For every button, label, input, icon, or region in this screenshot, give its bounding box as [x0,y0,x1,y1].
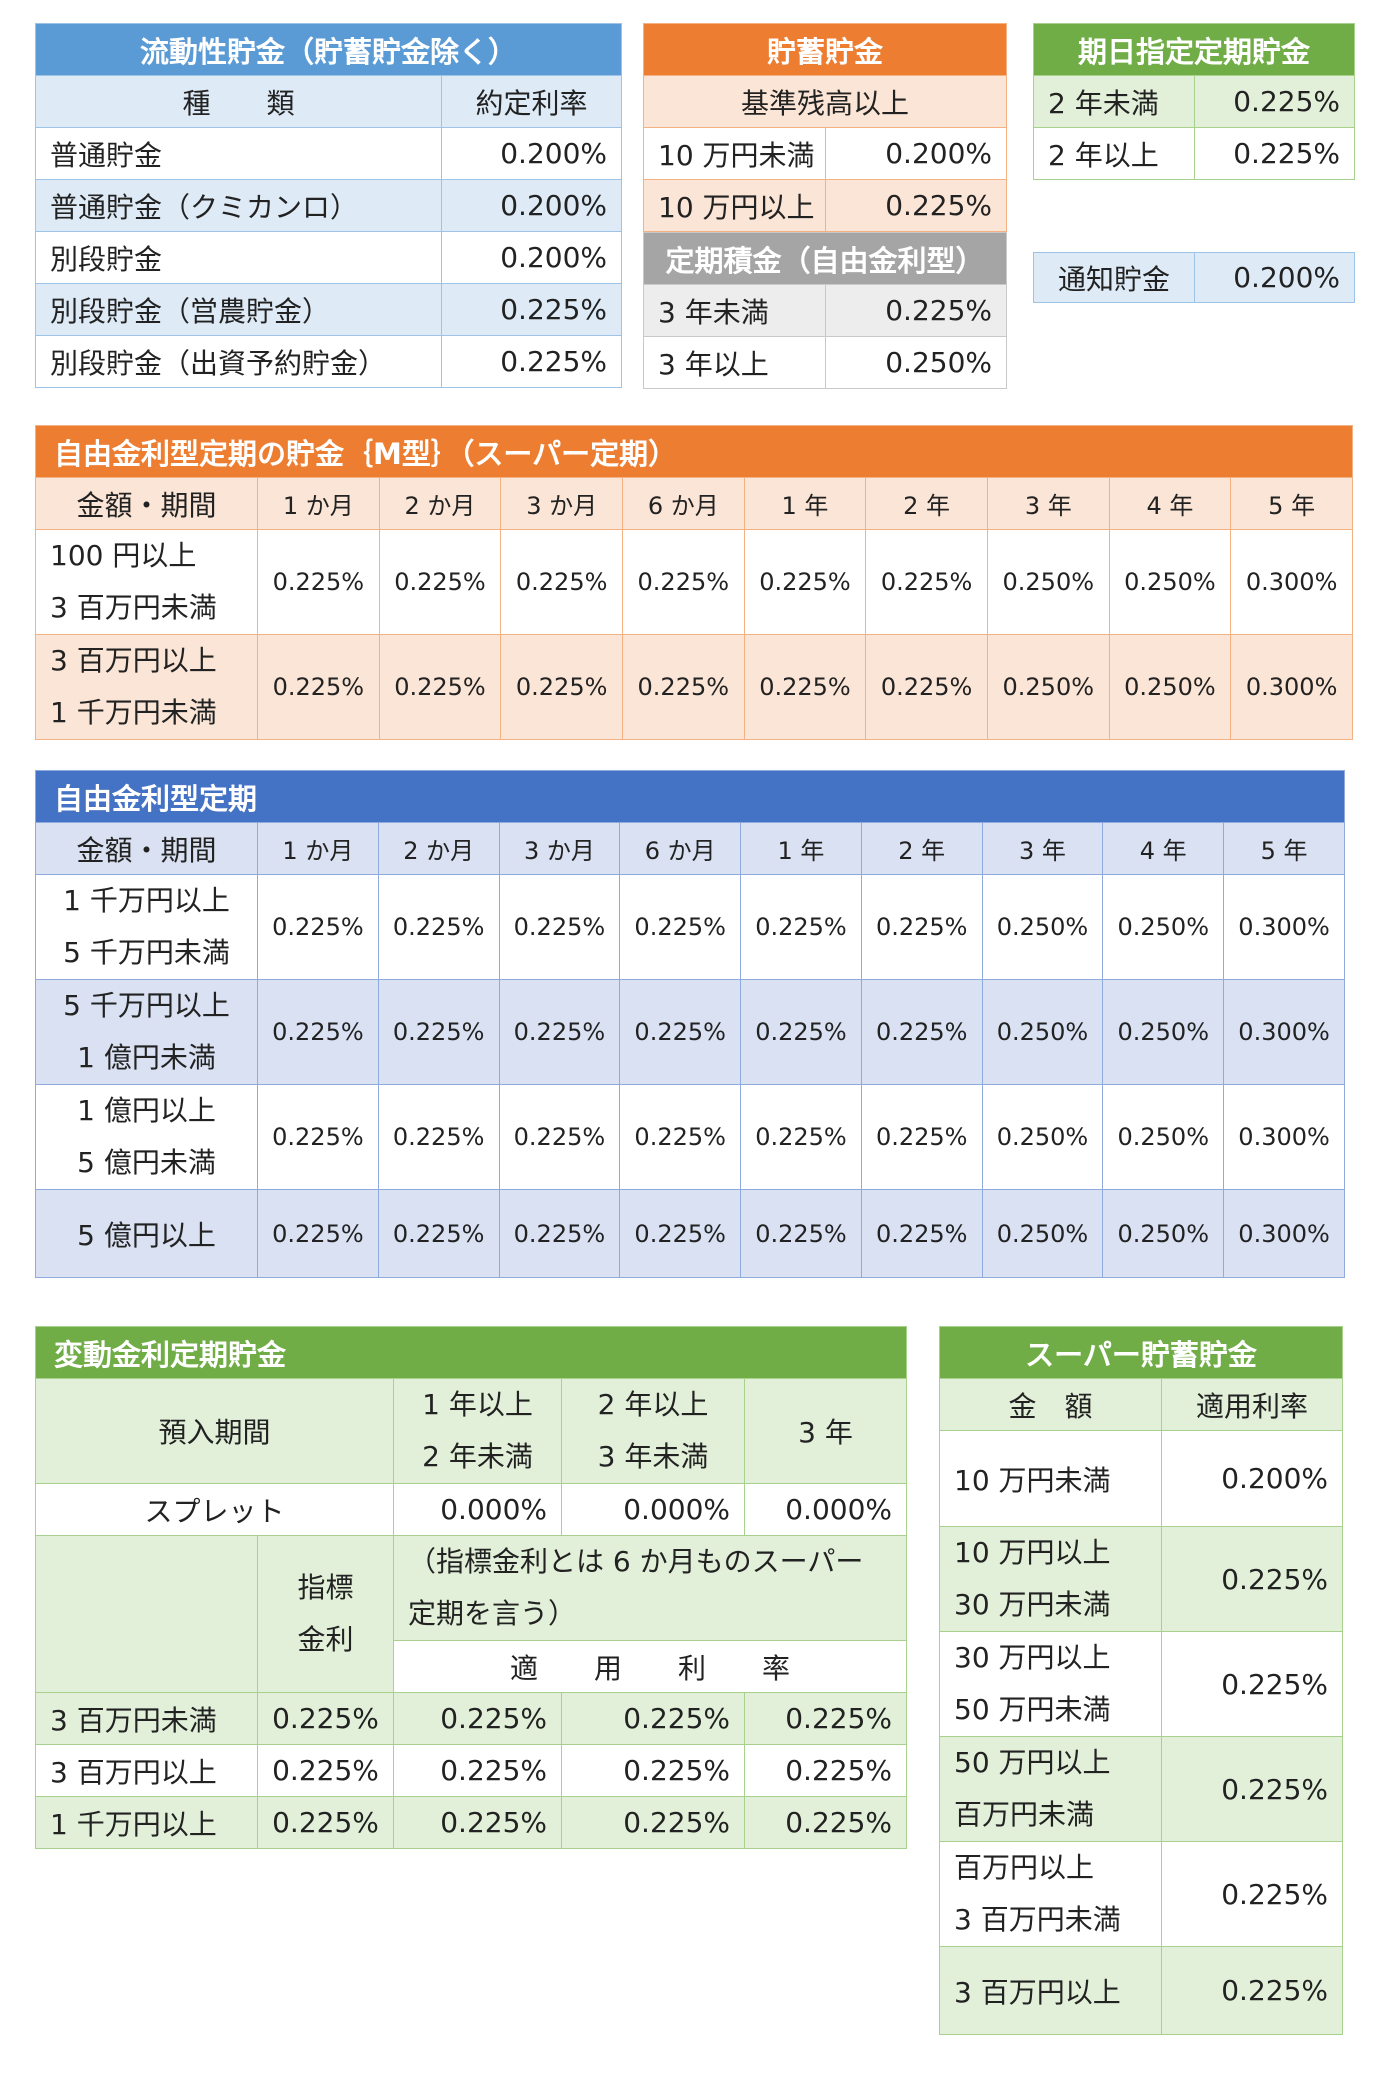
table-row: 百万円以上 3 百万円未満 0.225% [939,1841,1343,1947]
super-savings-table: スーパー貯蓄貯金 金 額 適用利率 10 万円未満 0.200% 10 万円以上… [939,1326,1343,2035]
savings-sub: 基準残高以上 [643,75,1007,128]
table-row: 普通貯金 0.200% [35,127,622,180]
installment-title: 定期積金（自由金利型） [643,232,1007,285]
col-type: 種 類 [35,75,442,128]
table-row: 3 百万円以上 0.225% [939,1946,1343,2035]
savings-deposit-table: 貯蓄貯金 基準残高以上 10 万円未満 0.200% 10 万円以上 0.225% … [643,23,1007,389]
m-type-table: 自由金利型定期の貯金｛M型｝（スーパー定期） 金額・期間 1 か月 2 か月 3… [35,425,1353,740]
table-row: 30 万円以上 50 万円未満 0.225% [939,1631,1343,1737]
table-row: 1 億円以上 5 億円未満 0.225% 0.225% 0.225% 0.225… [35,1084,1345,1190]
table-row: 2 年未満 0.225% [1033,75,1355,128]
table-row: 別段貯金 0.200% [35,231,622,284]
date-fixed-table: 期日指定定期貯金 2 年未満 0.225% 2 年以上 0.225% [1033,23,1355,180]
free-fixed-table: 自由金利型定期 金額・期間 1 か月 2 か月 3 か月 6 か月 1 年 2 … [35,770,1345,1278]
table-row: 3 年未満 0.225% [643,284,1007,337]
table-row: 3 年以上 0.250% [643,336,1007,389]
liquid-title: 流動性貯金（貯蓄貯金除く） [35,23,622,76]
liquid-deposit-table: 流動性貯金（貯蓄貯金除く） 種 類 約定利率 普通貯金 0.200% 普通貯金（ク… [35,23,622,388]
table-row: 100 円以上 3 百万円未満 0.225% 0.225% 0.225% 0.2… [35,529,1353,635]
savings-title: 貯蓄貯金 [643,23,1007,76]
m-type-title: 自由金利型定期の貯金｛M型｝（スーパー定期） [35,425,1353,478]
table-row: 1 千万円以上 5 千万円未満 0.225% 0.225% 0.225% 0.2… [35,874,1345,980]
table-row: 別段貯金（出資予約貯金） 0.225% [35,335,622,388]
table-row: 5 億円以上 0.225% 0.225% 0.225% 0.225% 0.225… [35,1189,1345,1278]
super-savings-title: スーパー貯蓄貯金 [939,1326,1343,1379]
table-row: 10 万円未満 0.200% [939,1430,1343,1527]
table-row: 50 万円以上 百万円未満 0.225% [939,1736,1343,1842]
table-header-row: 金額・期間 1 か月 2 か月 3 か月 6 か月 1 年 2 年 3 年 4 … [35,477,1353,530]
variable-title: 変動金利定期貯金 [35,1326,907,1379]
table-row: 10 万円以上 30 万円未満 0.225% [939,1526,1343,1632]
col-rate: 約定利率 [441,75,622,128]
table-row: 普通貯金（クミカンロ） 0.200% [35,179,622,232]
table-header-row: 金額・期間 1 か月 2 か月 3 か月 6 か月 1 年 2 年 3 年 4 … [35,822,1345,875]
table-row: 10 万円以上 0.225% [643,179,1007,232]
applied-rate-label: 適 用 利 率 [393,1640,907,1693]
table-row: 別段貯金（営農貯金） 0.225% [35,283,622,336]
table-row: 2 年以上 0.225% [1033,127,1355,180]
table-row: 3 百万円以上 0.225% 0.225% 0.225% 0.225% [35,1744,907,1797]
date-fixed-title: 期日指定定期貯金 [1033,23,1355,76]
free-fixed-title: 自由金利型定期 [35,770,1345,823]
table-row: 通知貯金 0.200% [1033,252,1355,303]
period-row: 預入期間 1 年以上 2 年未満 2 年以上 3 年未満 3 年 [35,1378,907,1484]
table-row: 5 千万円以上 1 億円未満 0.225% 0.225% 0.225% 0.22… [35,979,1345,1085]
table-row: 1 千万円以上 0.225% 0.225% 0.225% 0.225% [35,1796,907,1849]
notice-deposit-table: 通知貯金 0.200% [1033,252,1355,303]
index-note: （指標金利とは 6 か月ものスーパー 定期を言う） [393,1535,907,1641]
spread-row: スプレット 0.000% 0.000% 0.000% [35,1483,907,1536]
table-row: 3 百万円以上 1 千万円未満 0.225% 0.225% 0.225% 0.2… [35,634,1353,740]
table-header-row: 金 額 適用利率 [939,1378,1343,1431]
table-row: 3 百万円未満 0.225% 0.225% 0.225% 0.225% [35,1692,907,1745]
table-row: 10 万円未満 0.200% [643,127,1007,180]
variable-rate-table: 変動金利定期貯金 預入期間 1 年以上 2 年未満 2 年以上 3 年未満 3 … [35,1326,907,1849]
